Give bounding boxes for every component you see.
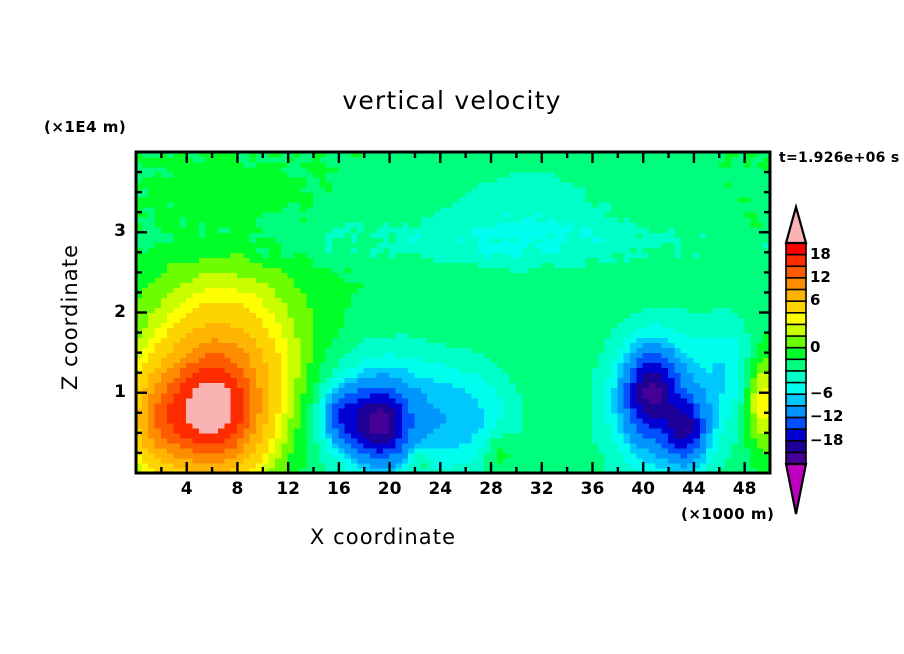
colorbar-tick-label: −12 [810,407,844,426]
colorbar-tick-label: 6 [810,291,821,310]
x-tick-label: 12 [276,479,300,499]
x-axis-title: X coordinate [309,525,457,549]
colorbar-tick-label: 18 [810,244,831,263]
colorbar-tick-label: −18 [810,430,844,449]
x-tick-label: 4 [180,479,193,499]
x-tick-label: 36 [580,479,605,499]
x-tick-label: 32 [529,479,554,499]
x-axis-unit-label: (×1000 m) [681,505,775,523]
time-annotation: t=1.926e+06 s [779,150,900,166]
x-tick-label: 16 [327,479,351,499]
y-tick-label: 1 [114,381,126,402]
x-tick-label: 20 [377,479,402,499]
chart-title: vertical velocity [342,86,562,115]
x-tick-label: 40 [631,479,656,499]
y-axis-unit-label: (×1E4 m) [44,118,127,136]
x-tick-label: 28 [479,479,503,499]
x-tick-label: 48 [732,479,757,499]
x-tick-label: 8 [231,479,244,499]
colorbar-tick-label: −6 [810,384,834,403]
y-tick-label: 3 [114,221,126,242]
y-tick-label: 2 [114,301,126,322]
x-tick-label: 24 [428,479,453,499]
colorbar-tick-label: 12 [810,267,831,286]
x-tick-label: 44 [682,479,706,499]
colorbar-tick-label: 0 [810,337,821,356]
